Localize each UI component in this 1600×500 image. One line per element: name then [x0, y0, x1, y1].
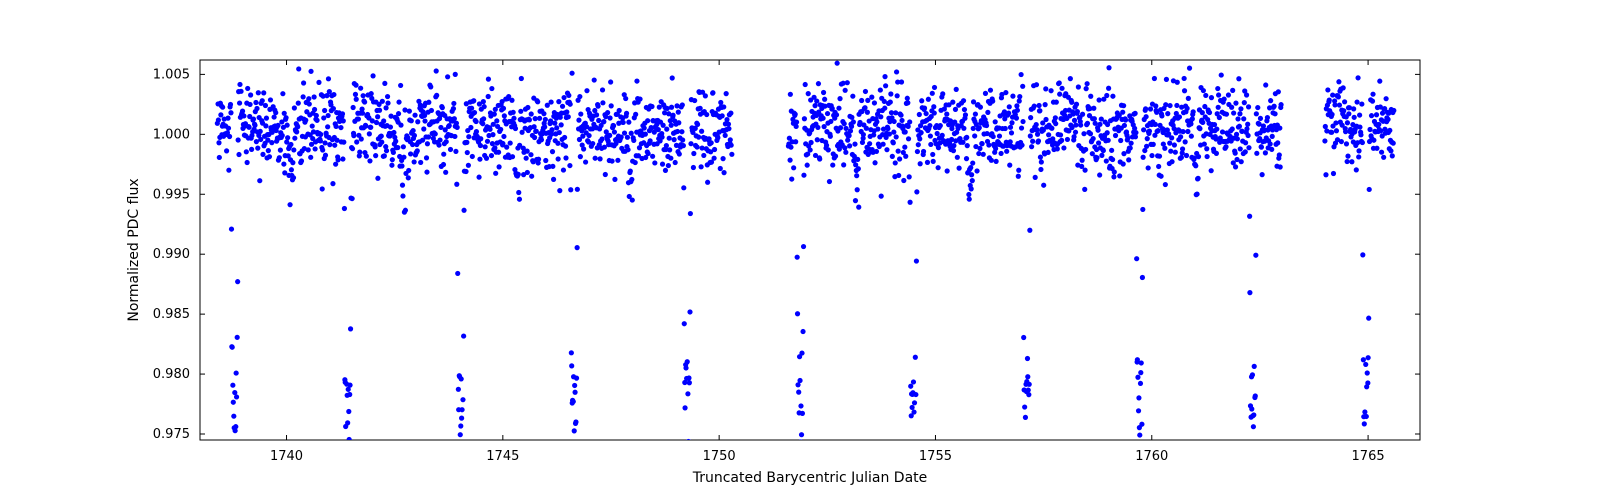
x-tick-label: 1765 [1352, 449, 1385, 464]
y-tick-label: 0.980 [153, 367, 190, 382]
y-tick-label: 0.985 [153, 307, 190, 322]
y-tick-label: 0.990 [153, 247, 190, 262]
chart-svg: 1740 1745 1750 1755 1760 1765 0.975 0.980 0.985 0… [0, 0, 1600, 500]
x-tick-label: 1755 [919, 449, 952, 464]
x-axis-label: Truncated Barycentric Julian Date [692, 470, 928, 486]
scatter-chart: 1740 1745 1750 1755 1760 1765 0.975 0.980 0.985 0… [0, 0, 1600, 500]
data-points [215, 51, 1397, 459]
y-tick-label: 1.000 [153, 127, 190, 142]
x-tick-label: 1750 [703, 449, 736, 464]
x-tick-label: 1740 [270, 449, 303, 464]
y-tick-label: 1.005 [153, 67, 190, 82]
y-tick-label: 0.975 [153, 427, 190, 442]
y-tick-label: 0.995 [153, 187, 190, 202]
x-tick-label: 1745 [486, 449, 519, 464]
y-axis-label: Normalized PDC flux [126, 178, 142, 321]
x-tick-label: 1760 [1135, 449, 1168, 464]
